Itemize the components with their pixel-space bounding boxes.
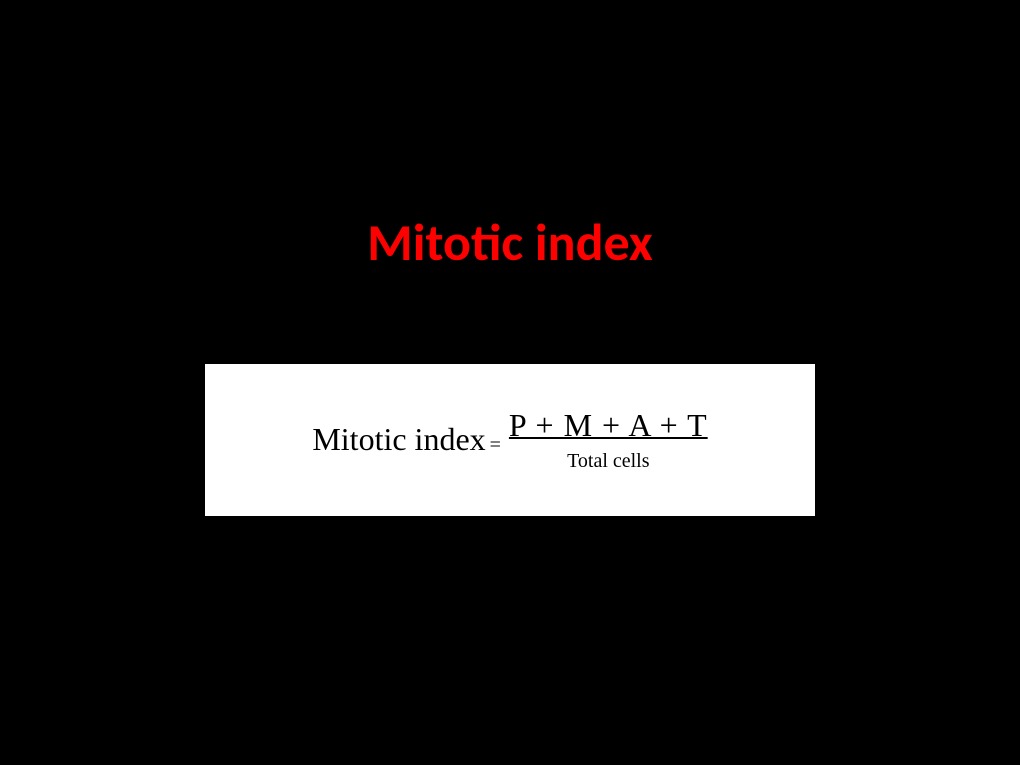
formula-box: Mitotic index = P + M + A + T Total cell… (205, 364, 815, 516)
formula-label: Mitotic index (312, 421, 485, 458)
formula-numerator: P + M + A + T (509, 407, 708, 446)
formula: Mitotic index = P + M + A + T Total cell… (312, 407, 707, 473)
formula-denominator: Total cells (567, 450, 649, 473)
formula-equals: = (490, 434, 501, 457)
formula-fraction: P + M + A + T Total cells (509, 407, 708, 473)
slide-title: Mitotic index (367, 210, 653, 274)
slide-container: Mitotic index Mitotic index = P + M + A … (0, 250, 1020, 516)
